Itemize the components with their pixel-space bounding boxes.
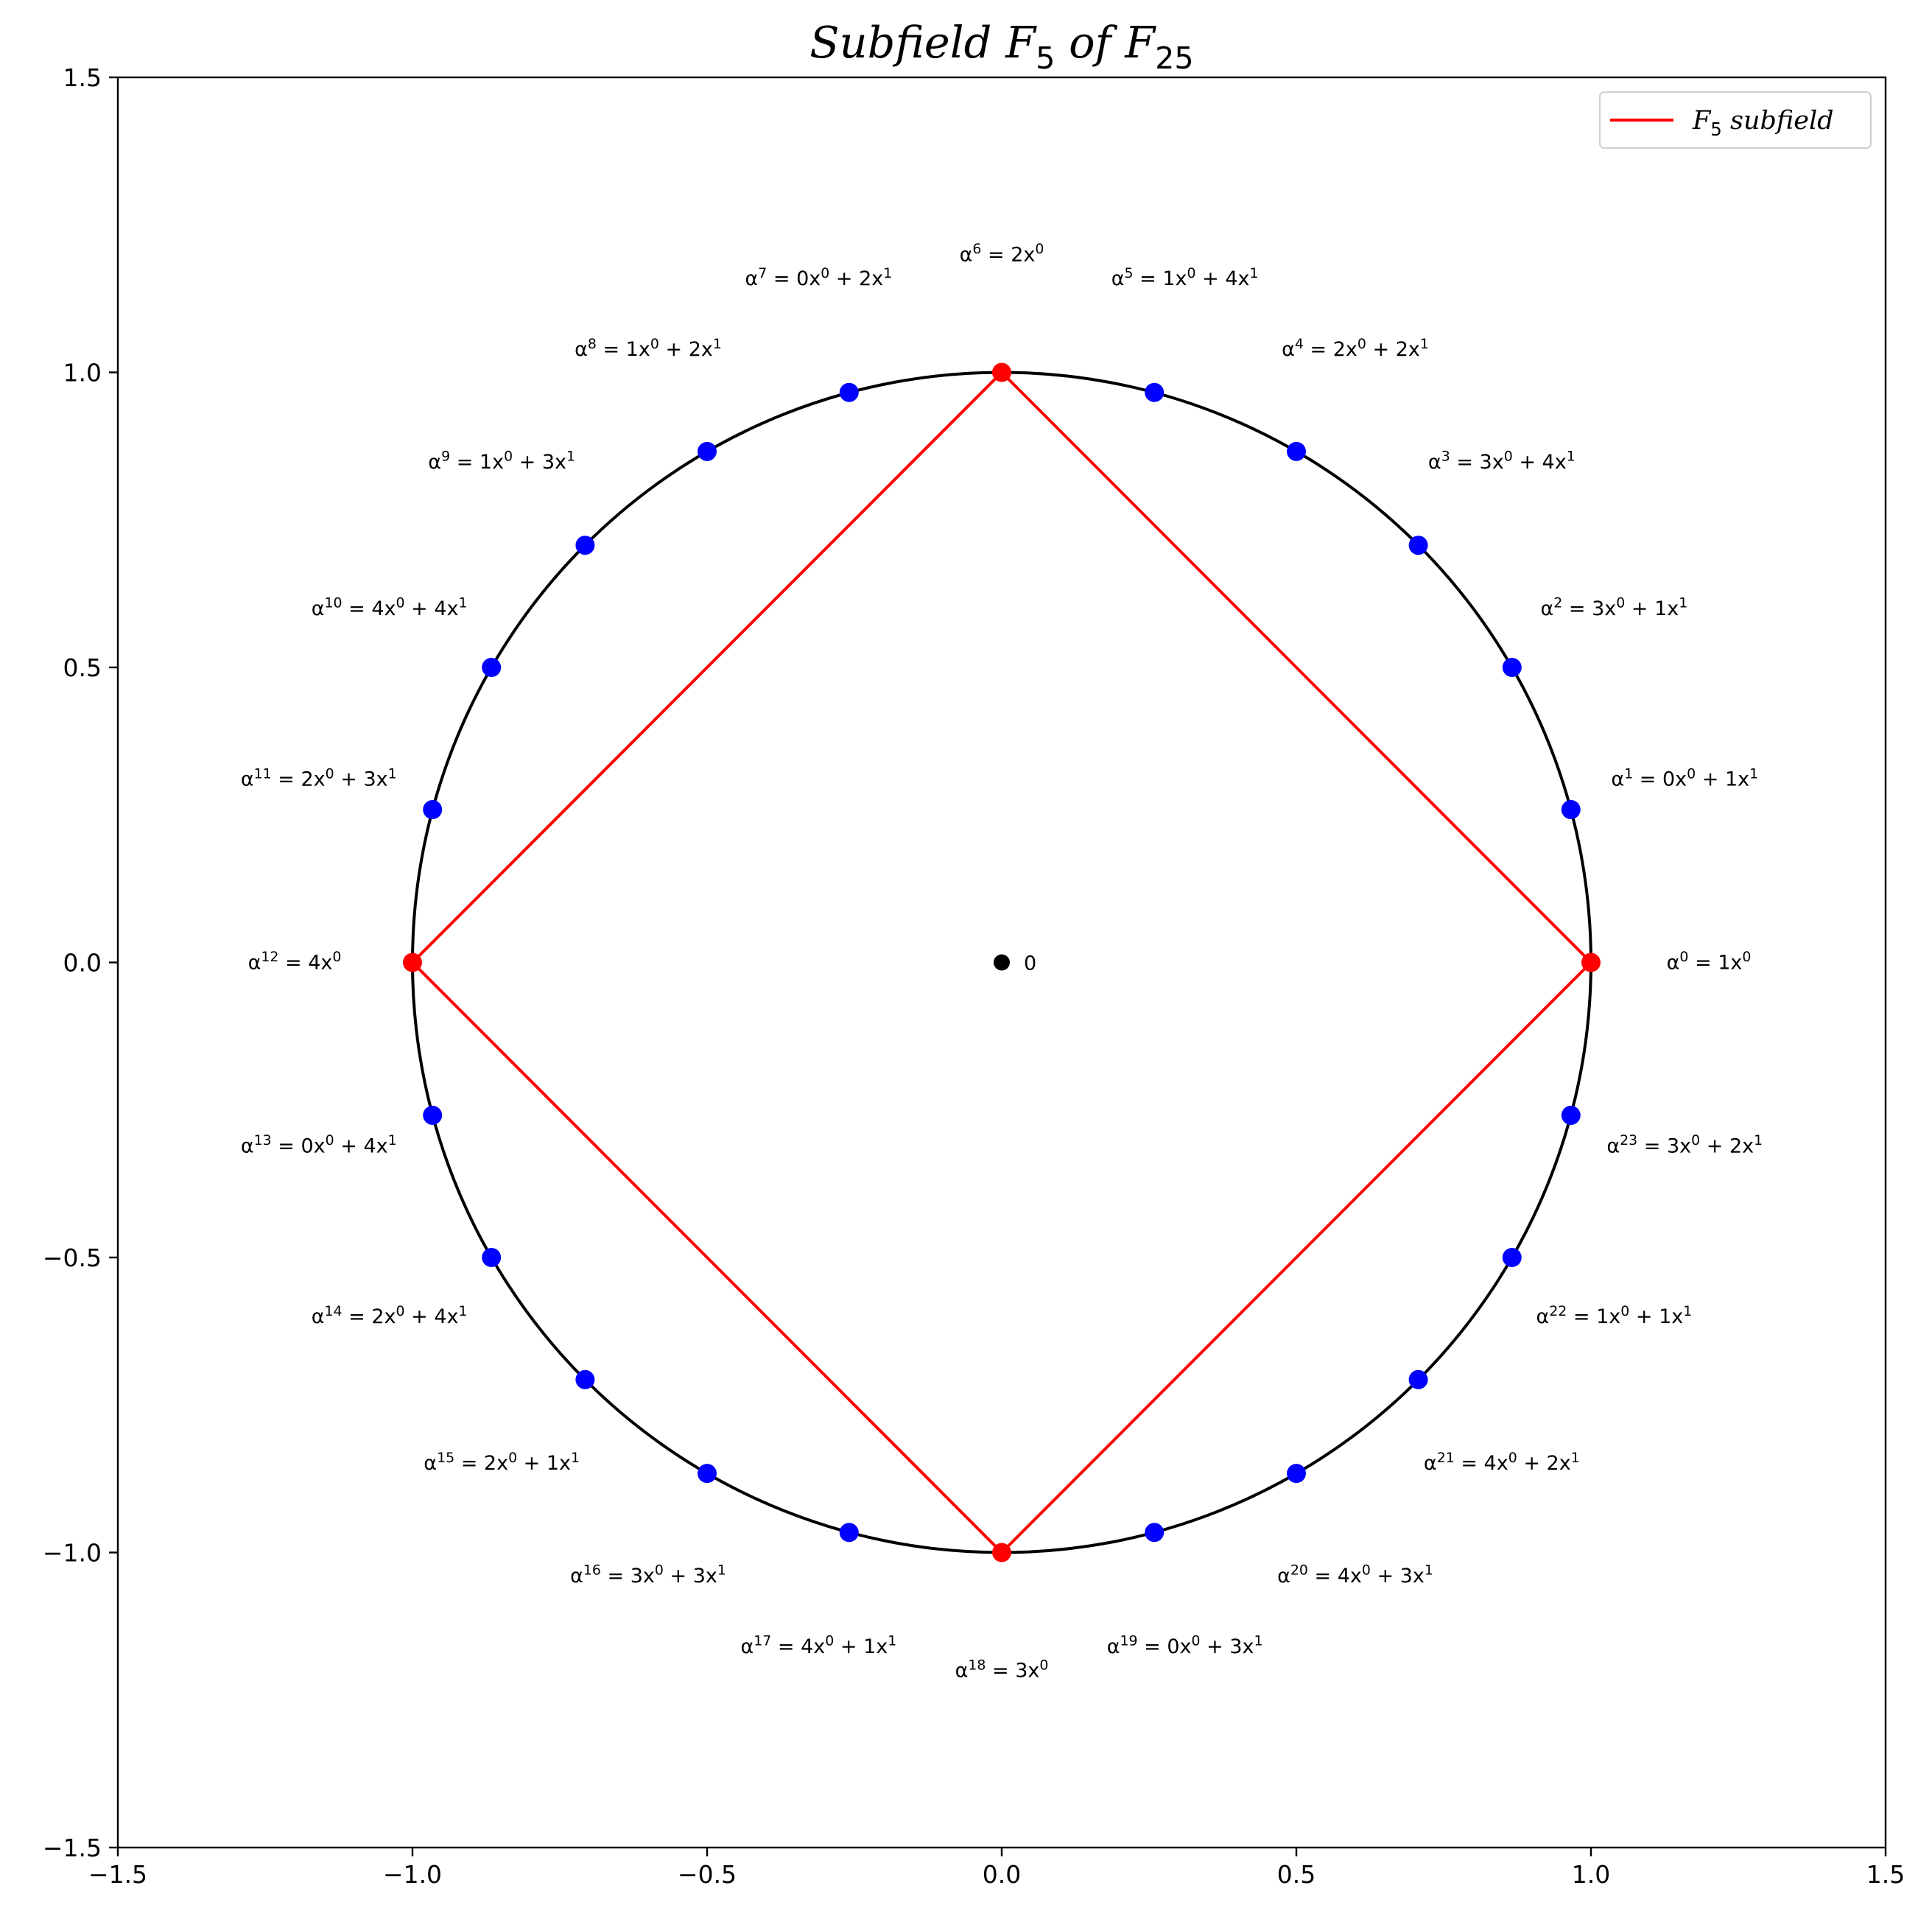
element-label-11: α11 = 2x0 + 3x1 (241, 765, 397, 790)
y-tick-label-4: 0.5 (63, 653, 102, 682)
y-tick-label-1: −1.0 (43, 1539, 102, 1568)
x-tick-label-3: 0.0 (983, 1860, 1021, 1889)
element-point-5 (1145, 382, 1165, 402)
legend: F5 subfield (1599, 91, 1872, 149)
element-point-22 (1502, 1248, 1522, 1267)
element-label-4: α4 = 2x0 + 2x1 (1282, 336, 1429, 361)
element-point-0 (1581, 953, 1601, 972)
element-point-21 (1408, 1369, 1428, 1389)
element-point-11 (423, 800, 443, 820)
element-point-17 (839, 1523, 859, 1543)
element-point-9 (575, 536, 595, 555)
element-point-15 (575, 1369, 595, 1389)
element-point-6 (992, 362, 1011, 382)
element-label-2: α2 = 3x0 + 1x1 (1540, 595, 1687, 620)
x-tick-label-0: −1.5 (88, 1860, 147, 1889)
y-tick-label-6: 1.5 (63, 63, 102, 92)
element-label-19: α19 = 0x0 + 3x1 (1107, 1633, 1263, 1658)
zero-point (994, 954, 1010, 971)
element-label-0: α0 = 1x0 (1667, 949, 1752, 974)
element-label-12: α12 = 4x0 (248, 949, 342, 974)
element-point-7 (839, 382, 859, 402)
legend-label-0: F5 subfield (1692, 106, 1834, 140)
axis-ticks: −1.5 −1.0 −0.5 0.0 0.5 1.0 1.5 −1.5 −1.0 −0.5 0.0 0… (43, 63, 1905, 1889)
element-label-13: α13 = 0x0 + 4x1 (241, 1132, 397, 1157)
element-point-3 (1408, 536, 1428, 555)
element-point-4 (1287, 441, 1306, 461)
element-label-16: α16 = 3x0 + 3x1 (570, 1562, 726, 1588)
element-label-1: α1 = 0x0 + 1x1 (1611, 765, 1758, 790)
element-point-19 (1145, 1523, 1165, 1543)
y-tick-label-0: −1.5 (43, 1834, 102, 1862)
element-point-1 (1561, 800, 1581, 820)
zero-point-label: 0 (1024, 953, 1036, 975)
element-point-18 (992, 1543, 1011, 1562)
element-label-23: α23 = 3x0 + 2x1 (1606, 1132, 1763, 1157)
x-tick-label-5: 1.0 (1572, 1860, 1610, 1889)
element-point-20 (1287, 1464, 1306, 1484)
element-point-2 (1502, 658, 1522, 677)
element-point-14 (482, 1248, 502, 1267)
element-label-21: α21 = 4x0 + 2x1 (1424, 1450, 1580, 1475)
x-tick-label-2: −0.5 (678, 1860, 737, 1889)
element-label-7: α7 = 0x0 + 2x1 (745, 265, 892, 290)
element-point-10 (482, 658, 502, 677)
element-point-16 (698, 1464, 717, 1484)
element-label-10: α10 = 4x0 + 4x1 (312, 595, 468, 620)
element-label-3: α3 = 3x0 + 4x1 (1428, 449, 1576, 474)
x-tick-label-1: −1.0 (383, 1860, 442, 1889)
element-label-17: α17 = 4x0 + 1x1 (740, 1633, 896, 1658)
element-point-8 (698, 441, 717, 461)
x-tick-label-4: 0.5 (1277, 1860, 1315, 1889)
y-tick-label-5: 1.0 (63, 359, 102, 387)
element-point-23 (1561, 1105, 1581, 1125)
element-label-9: α9 = 1x0 + 3x1 (428, 449, 575, 474)
legend-box (1599, 91, 1872, 149)
element-label-5: α5 = 1x0 + 4x1 (1111, 265, 1259, 290)
y-tick-label-3: 0.0 (63, 949, 102, 978)
element-point-12 (403, 953, 422, 972)
element-label-15: α15 = 2x0 + 1x1 (424, 1450, 580, 1475)
y-tick-label-2: −0.5 (43, 1243, 102, 1272)
chart-title: Subfield F5 of F25 (809, 17, 1193, 76)
element-point-13 (423, 1105, 443, 1125)
element-label-18: α18 = 3x0 (955, 1657, 1049, 1682)
element-label-14: α14 = 2x0 + 4x1 (312, 1303, 468, 1328)
element-label-8: α8 = 1x0 + 2x1 (575, 336, 722, 361)
plot-area: α0 = 1x0 α1 = 0x0 + 1x1 α2 = 3x0 + 1x1 α3 =… (241, 241, 1763, 1683)
element-label-20: α20 = 4x0 + 3x1 (1277, 1562, 1433, 1588)
element-label-6: α6 = 2x0 (960, 241, 1044, 266)
element-label-22: α22 = 1x0 + 1x1 (1536, 1303, 1692, 1328)
x-tick-label-6: 1.5 (1866, 1860, 1905, 1889)
